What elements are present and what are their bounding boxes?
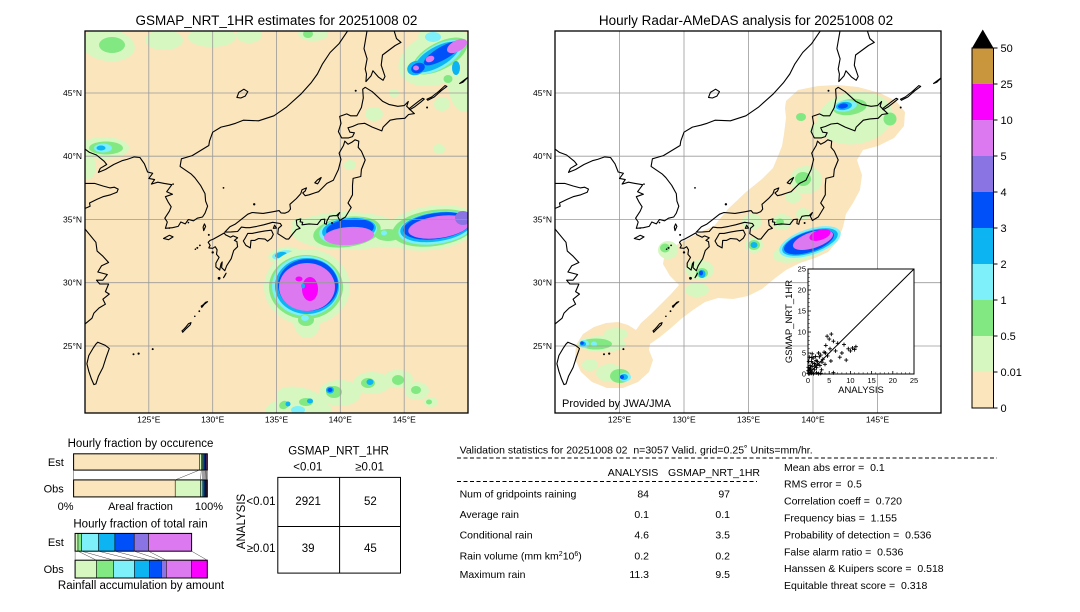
svg-text:140°E: 140°E: [801, 415, 825, 425]
svg-text:RMS error = 0.5: RMS error = 0.5: [784, 479, 862, 491]
svg-text:<0.01: <0.01: [246, 496, 275, 508]
svg-text:0.2: 0.2: [634, 550, 649, 562]
svg-text:0: 0: [802, 370, 806, 379]
svg-text:45: 45: [364, 543, 377, 555]
svg-text:97: 97: [718, 488, 730, 500]
svg-text:Rain volume (mm km2106): Rain volume (mm km2106): [460, 550, 582, 562]
svg-text:100%: 100%: [195, 501, 223, 513]
svg-text:3: 3: [1001, 223, 1007, 235]
svg-text:Validation statistics for 2025: Validation statistics for 20251008 02 n=…: [460, 445, 813, 457]
svg-text:Num of gridpoints raining: Num of gridpoints raining: [460, 488, 577, 500]
svg-text:40°N: 40°N: [533, 151, 552, 161]
svg-text:5: 5: [1001, 151, 1007, 163]
svg-text:4.6: 4.6: [634, 530, 649, 542]
svg-text:25: 25: [798, 265, 806, 274]
svg-text:0: 0: [806, 376, 810, 385]
svg-text:GSMAP_NRT_1HR: GSMAP_NRT_1HR: [784, 280, 795, 363]
svg-text:Average rain: Average rain: [460, 509, 520, 521]
svg-text:25: 25: [910, 376, 918, 385]
svg-text:0.5: 0.5: [1001, 331, 1016, 343]
svg-text:0%: 0%: [58, 501, 74, 513]
svg-text:Frequency bias = 1.155: Frequency bias = 1.155: [784, 513, 897, 525]
svg-text:Correlation coeff = 0.720: Correlation coeff = 0.720: [784, 496, 902, 508]
svg-text:False alarm ratio = 0.536: False alarm ratio = 0.536: [784, 546, 904, 558]
svg-text:Conditional rain: Conditional rain: [460, 530, 533, 542]
svg-text:145°E: 145°E: [866, 415, 890, 425]
svg-text:0: 0: [1001, 403, 1007, 415]
svg-text:Obs: Obs: [44, 484, 65, 496]
svg-text:<0.01: <0.01: [293, 462, 322, 474]
svg-text:135°E: 135°E: [737, 415, 761, 425]
svg-text:15: 15: [798, 307, 806, 316]
svg-text:Hanssen & Kuipers score = 0.5: Hanssen & Kuipers score = 0.518: [784, 563, 944, 575]
svg-text:Maximum rain: Maximum rain: [460, 569, 526, 581]
svg-text:20: 20: [798, 286, 806, 295]
svg-text:GSMAP_NRT_1HR estimates for 20: GSMAP_NRT_1HR estimates for 20251008 02: [136, 13, 418, 28]
svg-text:130°E: 130°E: [672, 415, 696, 425]
svg-text:Areal fraction: Areal fraction: [108, 501, 173, 513]
svg-text:Rainfall accumulation by amoun: Rainfall accumulation by amount: [58, 580, 225, 592]
svg-text:130°E: 130°E: [201, 415, 225, 425]
svg-text:0.1: 0.1: [634, 509, 649, 521]
svg-text:25: 25: [1001, 79, 1013, 91]
svg-text:Est: Est: [48, 537, 64, 549]
svg-text:135°E: 135°E: [265, 415, 289, 425]
svg-text:0.1: 0.1: [715, 509, 730, 521]
svg-text:Hourly fraction of total rain: Hourly fraction of total rain: [73, 519, 207, 531]
svg-text:39: 39: [302, 543, 315, 555]
svg-text:20: 20: [889, 376, 897, 385]
svg-text:11.3: 11.3: [629, 569, 649, 581]
svg-text:10: 10: [1001, 115, 1013, 127]
svg-text:30°N: 30°N: [63, 278, 82, 288]
svg-text:125°E: 125°E: [608, 415, 632, 425]
svg-text:1: 1: [1001, 295, 1007, 307]
svg-text:GSMAP_NRT_1HR: GSMAP_NRT_1HR: [288, 446, 389, 458]
svg-text:45°N: 45°N: [63, 88, 82, 98]
svg-text:35°N: 35°N: [63, 215, 82, 225]
svg-text:Mean abs error = 0.1: Mean abs error = 0.1: [784, 462, 885, 474]
svg-text:25°N: 25°N: [533, 341, 552, 351]
svg-text:ANALYSIS: ANALYSIS: [608, 467, 659, 479]
svg-text:4: 4: [1001, 187, 1007, 199]
svg-text:0.01: 0.01: [1001, 367, 1022, 379]
svg-text:25°N: 25°N: [63, 341, 82, 351]
svg-text:52: 52: [364, 496, 377, 508]
svg-text:Est: Est: [48, 457, 64, 469]
svg-text:5: 5: [827, 376, 831, 385]
svg-text:2: 2: [1001, 259, 1007, 271]
svg-text:35°N: 35°N: [533, 215, 552, 225]
svg-text:9.5: 9.5: [715, 569, 730, 581]
svg-text:≥0.01: ≥0.01: [355, 462, 384, 474]
svg-text:15: 15: [867, 376, 875, 385]
svg-text:10: 10: [798, 328, 806, 337]
svg-text:140°E: 140°E: [329, 415, 353, 425]
svg-text:Hourly fraction by occurence: Hourly fraction by occurence: [68, 438, 214, 450]
svg-text:2921: 2921: [295, 496, 321, 508]
svg-text:3.5: 3.5: [715, 530, 730, 542]
svg-text:Probability of detection = 0.: Probability of detection = 0.536: [784, 529, 932, 541]
svg-text:84: 84: [637, 488, 649, 500]
svg-text:0.2: 0.2: [715, 550, 730, 562]
svg-text:40°N: 40°N: [63, 151, 82, 161]
svg-text:10: 10: [846, 376, 854, 385]
svg-text:Equitable threat score = 0.31: Equitable threat score = 0.318: [784, 580, 927, 592]
svg-text:125°E: 125°E: [137, 415, 161, 425]
svg-text:145°E: 145°E: [393, 415, 417, 425]
svg-text:50: 50: [1001, 43, 1013, 55]
svg-text:ANALYSIS: ANALYSIS: [236, 493, 248, 549]
svg-text:Obs: Obs: [44, 564, 65, 576]
svg-text:45°N: 45°N: [533, 88, 552, 98]
svg-text:ANALYSIS: ANALYSIS: [838, 385, 884, 396]
svg-text:5: 5: [802, 349, 806, 358]
svg-text:Hourly Radar-AMeDAS analysis f: Hourly Radar-AMeDAS analysis for 2025100…: [599, 13, 893, 28]
svg-text:Provided by JWA/JMA: Provided by JWA/JMA: [562, 398, 672, 410]
svg-text:≥0.01: ≥0.01: [247, 543, 276, 555]
svg-text:GSMAP_NRT_1HR: GSMAP_NRT_1HR: [668, 467, 760, 479]
svg-text:30°N: 30°N: [533, 278, 552, 288]
